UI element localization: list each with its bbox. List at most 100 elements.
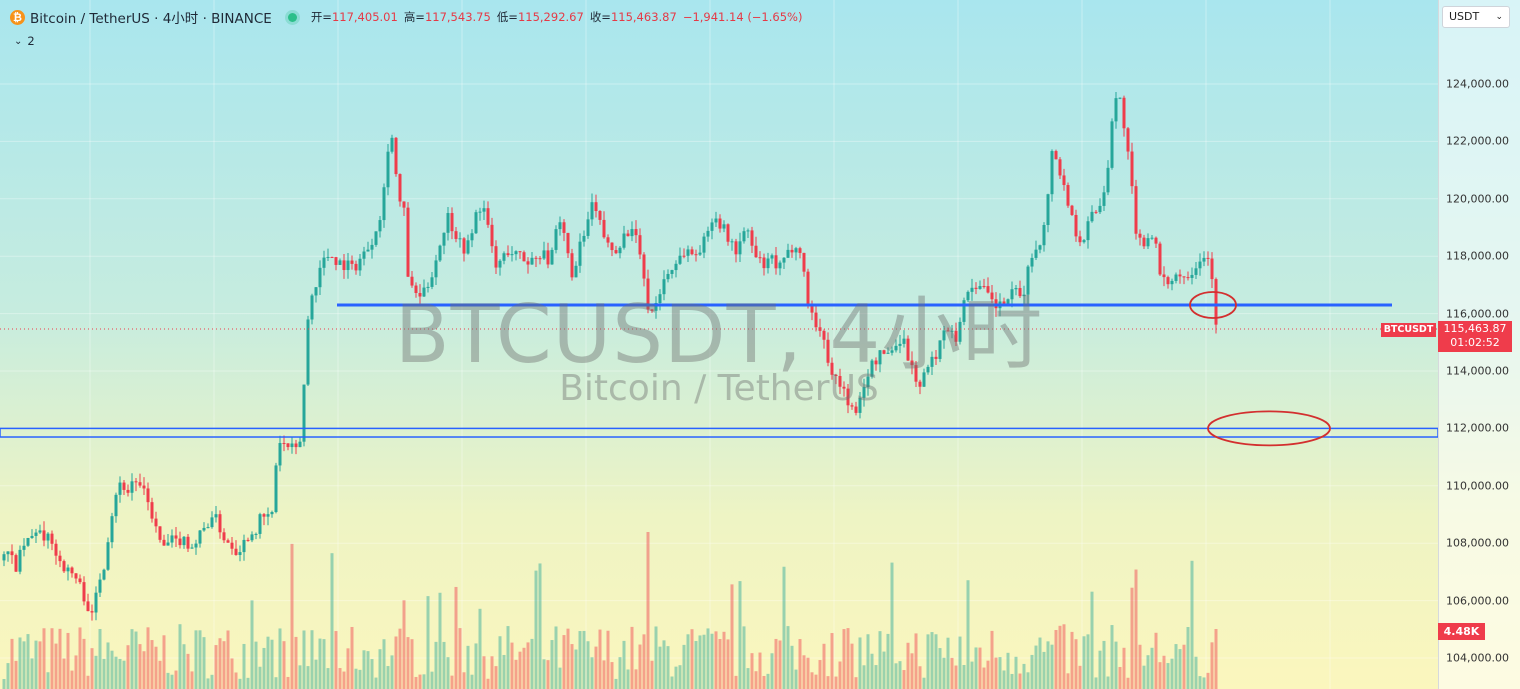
candle-body xyxy=(258,514,262,534)
open-label: 开= xyxy=(310,10,332,24)
candle-body xyxy=(990,292,994,300)
volume-bar xyxy=(622,640,626,689)
candle-body xyxy=(1190,274,1194,278)
candle-body xyxy=(482,208,486,212)
volume-bar xyxy=(166,672,170,689)
volume-bar xyxy=(1046,641,1050,689)
candle-body xyxy=(478,211,482,213)
volume-bar xyxy=(158,660,162,689)
volume-bar xyxy=(442,641,446,689)
volume-bar xyxy=(414,676,418,689)
volume-bar xyxy=(350,626,354,689)
volume-bar xyxy=(66,632,70,689)
candle-body xyxy=(838,375,842,387)
candle-body xyxy=(918,381,922,387)
volume-bar xyxy=(206,678,210,689)
candle-body xyxy=(982,286,986,288)
candle-body xyxy=(1062,175,1066,186)
volume-bar xyxy=(638,644,642,689)
volume-bar xyxy=(702,634,706,689)
candle-body xyxy=(970,287,974,292)
candle-body xyxy=(414,285,418,294)
volume-bar xyxy=(754,671,758,689)
candle-body xyxy=(1150,237,1154,239)
volume-bar xyxy=(326,668,330,689)
volume-bar xyxy=(890,562,894,689)
volume-bar xyxy=(626,669,630,689)
candle-body xyxy=(222,532,226,541)
volume-bar xyxy=(526,642,530,689)
volume-bar xyxy=(214,645,218,689)
volume-bar xyxy=(474,643,478,689)
candle-body xyxy=(1198,261,1202,269)
volume-bar xyxy=(322,639,326,689)
volume-bar xyxy=(278,628,282,689)
candle-body xyxy=(122,482,126,490)
candle-body xyxy=(218,514,222,533)
candle-body xyxy=(522,252,526,262)
volume-bar xyxy=(762,675,766,689)
candle-body xyxy=(926,366,930,373)
candle-body xyxy=(1038,245,1042,250)
candle-body xyxy=(22,545,26,550)
volume-bar xyxy=(198,630,202,689)
volume-bar xyxy=(766,673,770,689)
volume-bar xyxy=(306,666,310,689)
candle-body xyxy=(1134,186,1138,234)
candle-body xyxy=(462,238,466,254)
candle-body xyxy=(894,345,898,351)
price-chart[interactable] xyxy=(0,0,1438,689)
candle-body xyxy=(702,236,706,253)
volume-bar xyxy=(606,630,610,689)
volume-bar xyxy=(318,638,322,689)
volume-bar xyxy=(70,670,74,689)
candle-body xyxy=(754,245,758,258)
volume-bar xyxy=(962,664,966,689)
volume-bar xyxy=(658,646,662,689)
candle-body xyxy=(194,543,198,548)
chevron-down-icon: ⌄ xyxy=(14,35,23,47)
candle-body xyxy=(518,251,522,253)
candle-body xyxy=(786,249,790,258)
symbol-title[interactable]: Bitcoin / TetherUS · 4小时 · BINANCE xyxy=(30,11,272,27)
candle-body xyxy=(582,235,586,242)
candle-body xyxy=(142,485,146,489)
candle-body xyxy=(942,330,946,341)
candle-body xyxy=(46,533,50,541)
volume-bar xyxy=(386,666,390,689)
volume-bar xyxy=(926,634,930,689)
volume-bar xyxy=(758,652,762,689)
volume-bar xyxy=(686,634,690,689)
candle-body xyxy=(382,187,386,221)
volume-bar xyxy=(62,658,66,689)
candle-body xyxy=(90,611,94,613)
candle-body xyxy=(1210,258,1214,280)
volume-bar xyxy=(726,639,730,689)
volume-bar xyxy=(154,646,158,689)
candle-body xyxy=(362,251,366,259)
indicators-toggle[interactable]: ⌄ 2 xyxy=(14,34,35,48)
currency-select[interactable]: USDT ⌄ xyxy=(1442,6,1510,28)
volume-bar xyxy=(566,628,570,689)
volume-bar xyxy=(958,636,962,689)
volume-bar xyxy=(494,666,498,689)
candle-body xyxy=(1054,151,1058,160)
candle-body xyxy=(694,254,698,256)
candle-body xyxy=(614,250,618,254)
candle-body xyxy=(342,260,346,271)
candle-body xyxy=(906,338,910,361)
volume-bar xyxy=(950,657,954,689)
volume-bar xyxy=(982,667,986,689)
volume-bar xyxy=(562,635,566,689)
candle-body xyxy=(630,229,634,237)
candle-body xyxy=(1186,277,1190,279)
volume-bar xyxy=(38,641,42,689)
volume-bar xyxy=(986,660,990,689)
price-tick-label: 104,000.00 xyxy=(1446,651,1509,665)
candle-body xyxy=(914,365,918,382)
candle-body xyxy=(234,548,238,555)
candle-body xyxy=(418,293,422,297)
annotation-ellipse-lower xyxy=(1207,410,1331,447)
volume-bar xyxy=(1010,673,1014,689)
candle-body xyxy=(746,230,750,232)
